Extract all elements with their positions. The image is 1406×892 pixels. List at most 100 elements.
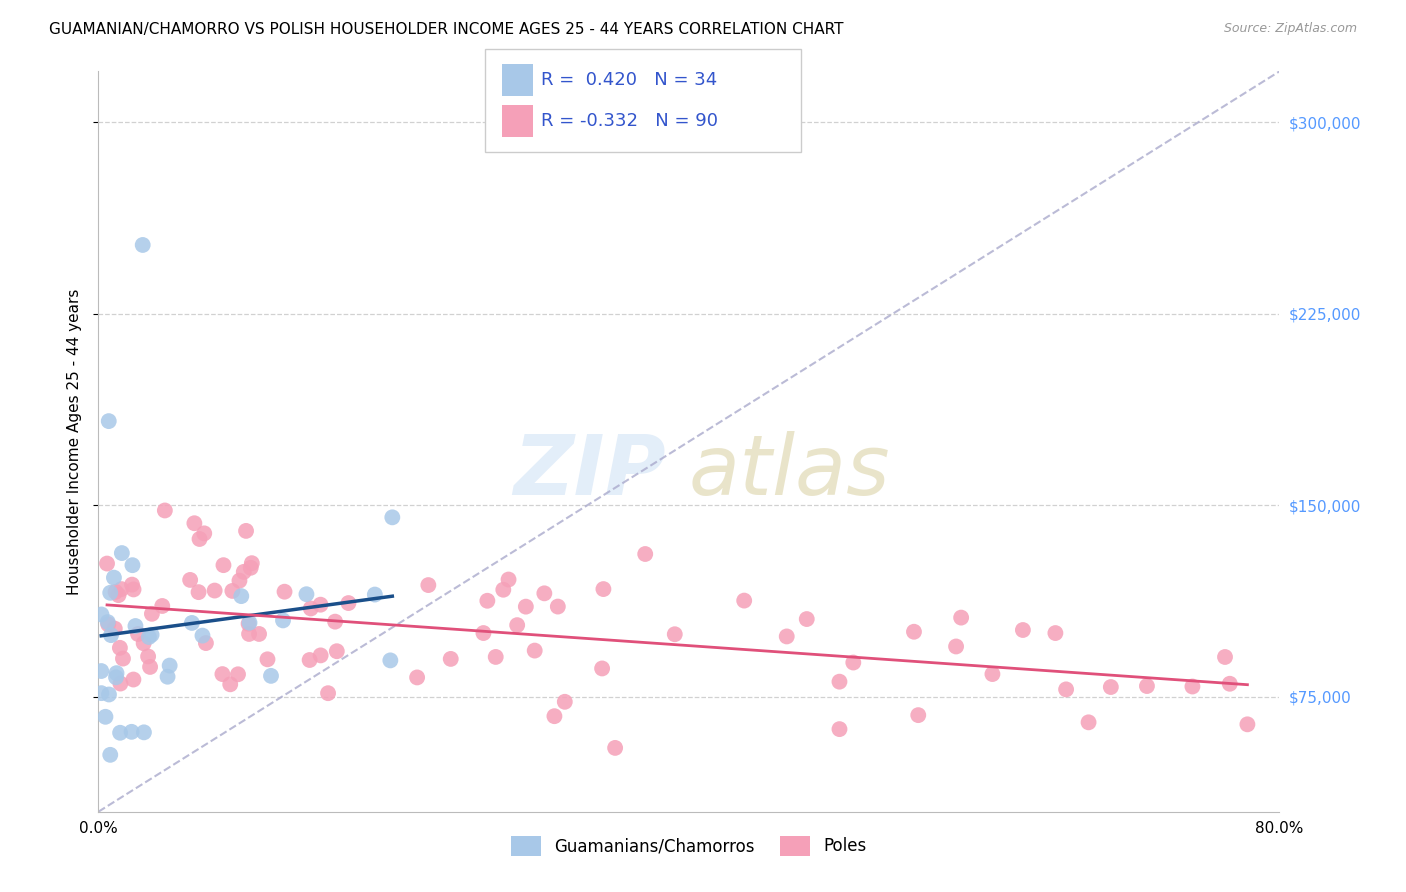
- Point: [124, 619, 146, 633]
- Point: [472, 626, 495, 640]
- Point: [132, 238, 155, 252]
- Point: [98, 586, 121, 600]
- Text: Source: ZipAtlas.com: Source: ZipAtlas.com: [1223, 22, 1357, 36]
- Point: [326, 644, 349, 658]
- Point: [127, 627, 149, 641]
- Point: [204, 583, 226, 598]
- Point: [121, 577, 143, 591]
- Point: [271, 614, 294, 628]
- Point: [477, 594, 499, 608]
- Point: [103, 571, 125, 585]
- Point: [235, 524, 257, 538]
- Point: [406, 670, 429, 684]
- Text: ZIP: ZIP: [513, 431, 665, 512]
- Point: [515, 599, 537, 614]
- Point: [238, 627, 260, 641]
- Text: R =  0.420   N = 34: R = 0.420 N = 34: [541, 71, 717, 89]
- Point: [1012, 623, 1035, 637]
- Point: [96, 557, 118, 571]
- Point: [98, 747, 121, 762]
- Point: [212, 558, 235, 573]
- Point: [634, 547, 657, 561]
- Point: [664, 627, 686, 641]
- Point: [842, 656, 865, 670]
- Point: [97, 688, 120, 702]
- Point: [136, 649, 159, 664]
- Point: [219, 677, 242, 691]
- Point: [1077, 715, 1099, 730]
- Point: [110, 676, 132, 690]
- Point: [232, 565, 254, 579]
- Point: [108, 640, 131, 655]
- Point: [295, 587, 318, 601]
- Point: [121, 558, 143, 573]
- Point: [194, 636, 217, 650]
- Point: [110, 582, 132, 596]
- Point: [828, 722, 851, 736]
- Point: [150, 599, 173, 613]
- Point: [221, 583, 243, 598]
- Point: [122, 582, 145, 597]
- Point: [159, 658, 181, 673]
- Point: [1236, 717, 1258, 731]
- Point: [309, 598, 332, 612]
- Point: [523, 643, 546, 657]
- Point: [298, 653, 321, 667]
- Point: [533, 586, 555, 600]
- Point: [188, 532, 211, 546]
- Point: [273, 584, 295, 599]
- Point: [228, 574, 250, 588]
- Point: [108, 725, 131, 739]
- Point: [180, 615, 202, 630]
- Point: [226, 667, 249, 681]
- Point: [97, 617, 120, 632]
- Point: [97, 615, 120, 629]
- Point: [337, 596, 360, 610]
- Point: [256, 652, 278, 666]
- Point: [945, 640, 967, 654]
- Point: [247, 627, 270, 641]
- Point: [776, 629, 799, 643]
- Point: [90, 607, 112, 622]
- Point: [1045, 626, 1067, 640]
- Point: [90, 664, 112, 678]
- Point: [94, 710, 117, 724]
- Point: [107, 588, 129, 602]
- Point: [543, 709, 565, 723]
- Point: [121, 724, 143, 739]
- Point: [316, 686, 339, 700]
- Point: [547, 599, 569, 614]
- Point: [193, 526, 215, 541]
- Point: [1136, 679, 1159, 693]
- Point: [260, 669, 283, 683]
- Point: [183, 516, 205, 531]
- Point: [240, 556, 263, 570]
- Point: [238, 615, 260, 630]
- Point: [498, 573, 520, 587]
- Point: [179, 573, 201, 587]
- Point: [138, 630, 160, 644]
- Point: [1181, 680, 1204, 694]
- Text: GUAMANIAN/CHAMORRO VS POLISH HOUSEHOLDER INCOME AGES 25 - 44 YEARS CORRELATION C: GUAMANIAN/CHAMORRO VS POLISH HOUSEHOLDER…: [49, 22, 844, 37]
- Point: [153, 503, 176, 517]
- Point: [299, 601, 322, 615]
- Point: [111, 546, 134, 560]
- Point: [1054, 682, 1077, 697]
- Point: [156, 670, 179, 684]
- Point: [191, 629, 214, 643]
- Point: [187, 585, 209, 599]
- Point: [380, 653, 402, 667]
- Point: [139, 660, 162, 674]
- Point: [309, 648, 332, 663]
- Point: [605, 740, 627, 755]
- Y-axis label: Householder Income Ages 25 - 44 years: Householder Income Ages 25 - 44 years: [67, 288, 83, 595]
- Point: [90, 686, 112, 700]
- Point: [231, 589, 253, 603]
- Point: [132, 725, 155, 739]
- Point: [796, 612, 818, 626]
- Point: [122, 673, 145, 687]
- Point: [100, 628, 122, 642]
- Point: [1213, 650, 1236, 665]
- Point: [132, 636, 155, 650]
- Point: [554, 695, 576, 709]
